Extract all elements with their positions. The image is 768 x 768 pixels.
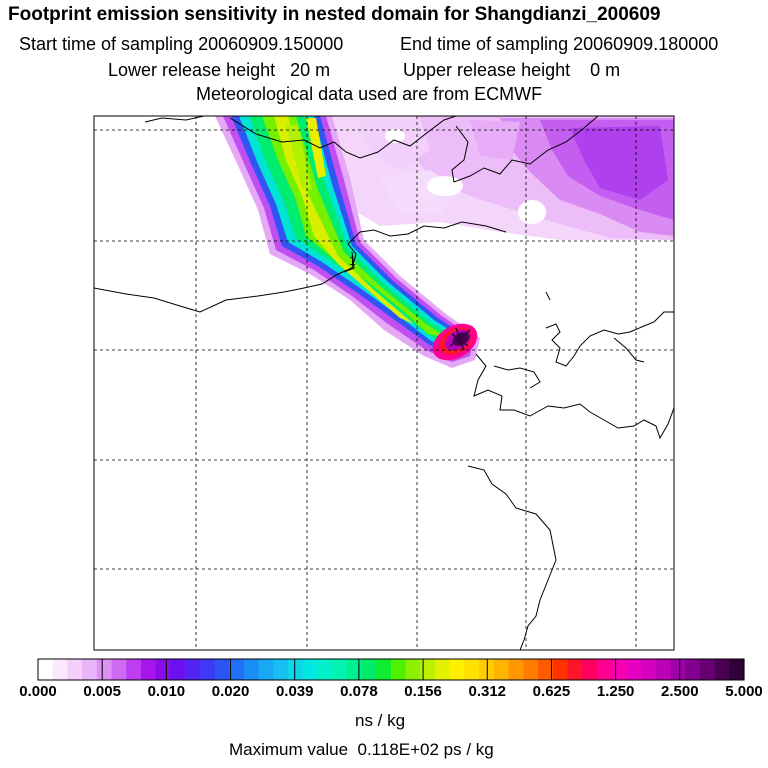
colorbar-swatch [52, 659, 69, 680]
upper-height-line: Upper release height 0 m [403, 60, 620, 81]
upper-height-value: 0 m [590, 60, 621, 80]
footprint-plume [215, 116, 480, 368]
colorbar-swatch [699, 659, 716, 680]
colorbar-swatch [376, 659, 392, 680]
end-time-value: 20060909.180000 [573, 34, 719, 54]
colorbar-border [37, 658, 745, 681]
colorbar-swatch [346, 659, 363, 680]
colorbar-tick-label: 0.078 [340, 683, 378, 700]
colorbar-swatch [685, 659, 701, 680]
colorbar-swatch [38, 659, 54, 680]
colorbar-swatch [243, 659, 260, 680]
colorbar-swatch [155, 659, 171, 680]
background-sensitivity-field [330, 116, 674, 240]
lower-height-label: Lower release height [108, 60, 276, 80]
colorbar-swatch [258, 659, 274, 680]
colorbar-swatch [611, 659, 627, 680]
start-time-value: 20060909.150000 [198, 34, 344, 54]
colorbar-swatch [508, 659, 524, 680]
max-value-line: Maximum value 0.118E+02 ps / kg [229, 740, 494, 760]
colorbar-swatch [82, 659, 98, 680]
colorbar-tick-label: 0.312 [468, 683, 507, 700]
colorbar-tick-label: 0.039 [275, 683, 314, 700]
lower-height-value: 20 m [290, 60, 331, 80]
colorbar-swatch [582, 659, 598, 680]
colorbar-swatch [655, 659, 672, 680]
colorbar-tick-label: 5.000 [725, 683, 763, 700]
colorbar-swatch [67, 659, 83, 680]
colorbar-swatch [96, 659, 113, 680]
colorbar-swatch [111, 659, 127, 680]
colorbar-swatch [420, 659, 436, 680]
colorbar-swatch [493, 659, 510, 680]
colorbar-tick-label: 0.625 [532, 683, 571, 700]
colorbar-swatch [523, 659, 539, 680]
colorbar-swatch [538, 659, 554, 680]
colorbar-swatch [670, 659, 686, 680]
colorbar-tick-label: 0.020 [211, 683, 250, 700]
met-data-line: Meteorological data used are from ECMWF [196, 84, 543, 104]
colorbar-tick-label: 0.000 [19, 683, 57, 700]
colorbar-tick-label: 1.250 [596, 683, 635, 700]
colorbar-swatch [729, 659, 745, 680]
colorbar-swatch [596, 659, 613, 680]
graticule [94, 116, 674, 650]
coastlines [94, 116, 674, 650]
colorbar-swatch [140, 659, 157, 680]
colorbar-tick-label: 0.010 [147, 683, 186, 700]
colorbar-swatch [302, 659, 319, 680]
release-point-hotspot [432, 323, 478, 361]
colorbar [37, 658, 745, 681]
figure-title: Footprint emission sensitivity in nested… [8, 4, 661, 25]
start-time-line: Start time of sampling 20060909.150000 [19, 34, 343, 55]
upper-height-label: Upper release height [403, 60, 571, 80]
end-time-line: End time of sampling 20060909.180000 [400, 34, 718, 55]
colorbar-tick-label: 0.005 [83, 683, 121, 700]
colorbar-tick-label: 0.156 [404, 683, 442, 700]
colorbar-swatch [170, 659, 186, 680]
colorbar-swatch [464, 659, 480, 680]
colorbar-swatch [641, 659, 657, 680]
colorbar-unit: ns / kg [355, 711, 406, 730]
colorbar-tick-label: 2.500 [661, 683, 699, 700]
end-time-label: End time of sampling [400, 34, 569, 54]
max-value-number: 0.118E+02 ps / kg [357, 740, 494, 759]
colorbar-swatch [361, 659, 377, 680]
colorbar-swatch [435, 659, 451, 680]
colorbar-swatch [317, 659, 333, 680]
colorbar-swatch [449, 659, 466, 680]
colorbar-swatch [199, 659, 216, 680]
lower-height-line: Lower release height 20 m [108, 60, 330, 81]
colorbar-swatch [391, 659, 407, 680]
colorbar-swatch [185, 659, 201, 680]
colorbar-swatch [288, 659, 304, 680]
colorbar-swatch [273, 659, 289, 680]
colorbar-swatch [126, 659, 142, 680]
contour-label: 1 [349, 254, 356, 268]
start-time-label: Start time of sampling [19, 34, 194, 54]
colorbar-swatch [714, 659, 730, 680]
colorbar-swatch [214, 659, 230, 680]
colorbar-swatch [229, 659, 245, 680]
colorbar-swatch [332, 659, 348, 680]
colorbar-swatch [405, 659, 422, 680]
colorbar-swatch [626, 659, 642, 680]
max-value-label: Maximum value [229, 740, 349, 759]
map-border [93, 115, 675, 651]
colorbar-swatch [567, 659, 583, 680]
colorbar-swatch [552, 659, 569, 680]
